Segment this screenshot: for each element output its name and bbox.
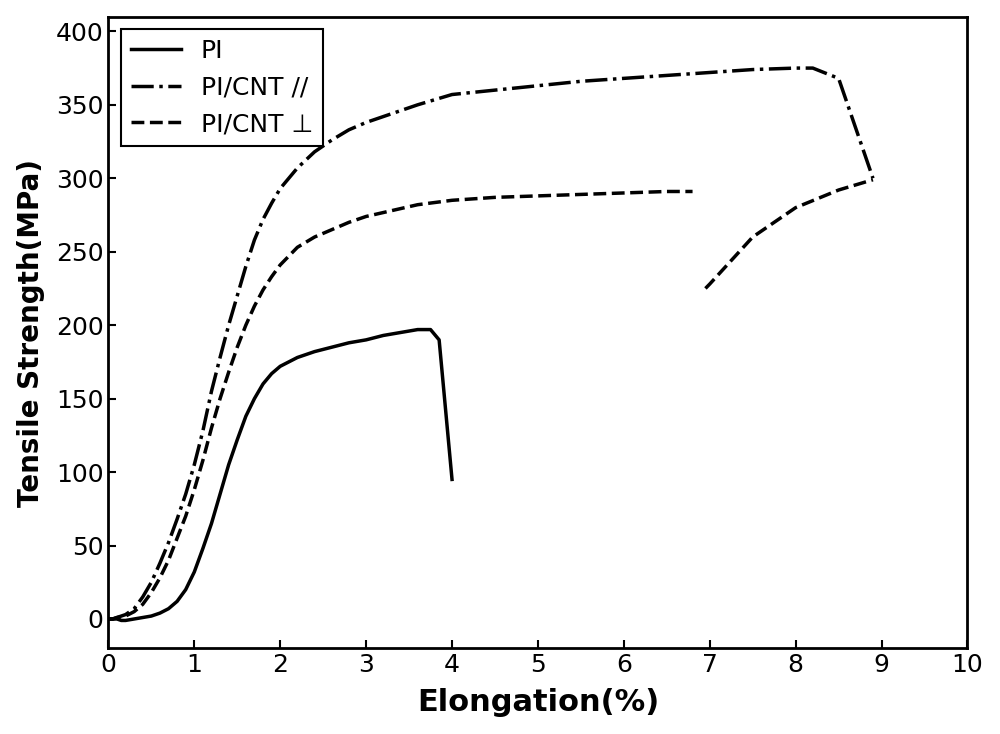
- X-axis label: Elongation(%): Elongation(%): [417, 688, 659, 717]
- Legend: PI, PI/CNT //, PI/CNT ⊥: PI, PI/CNT //, PI/CNT ⊥: [121, 29, 323, 146]
- Y-axis label: Tensile Strength(MPa): Tensile Strength(MPa): [17, 159, 45, 506]
